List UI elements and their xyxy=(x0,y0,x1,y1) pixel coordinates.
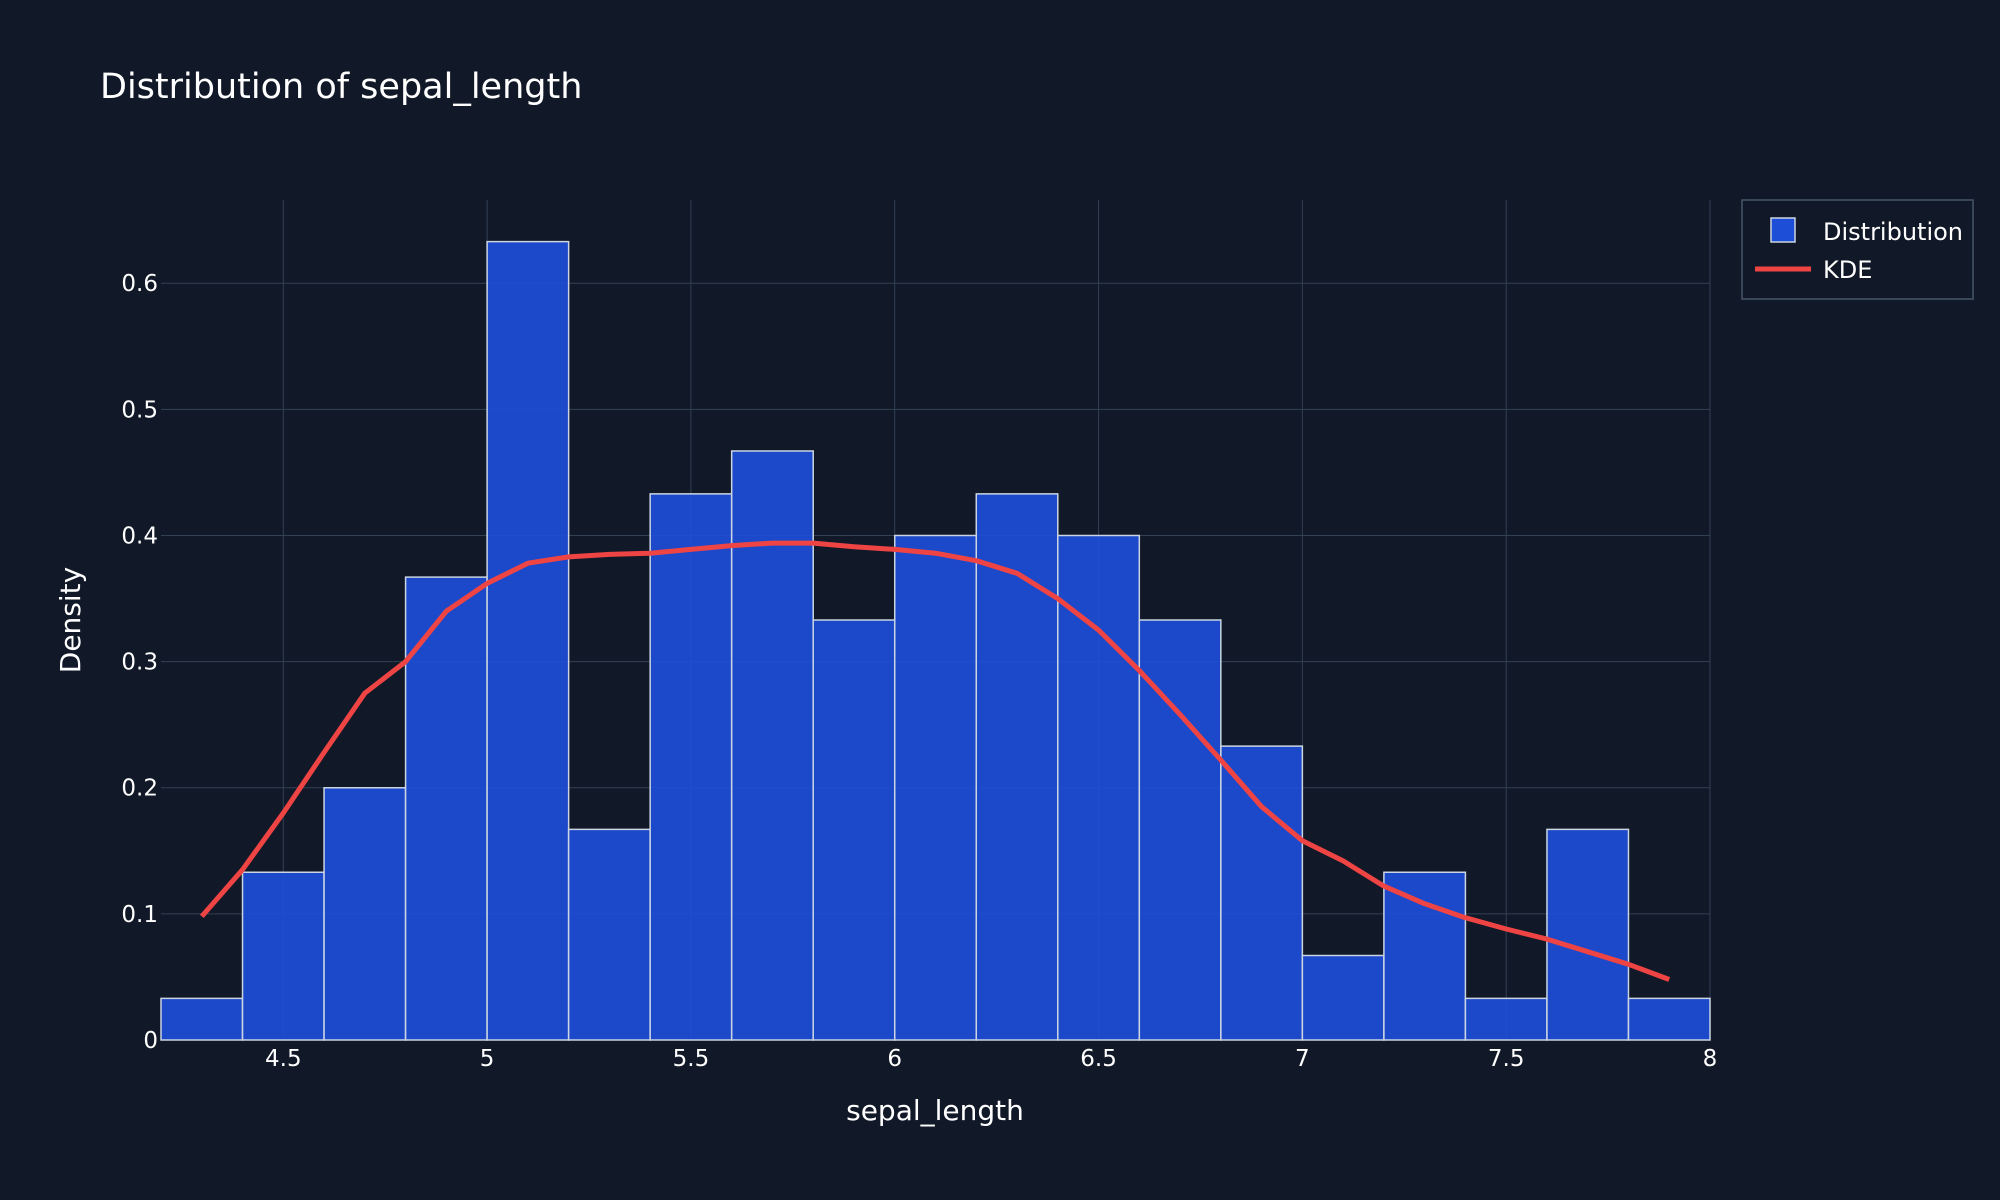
y-axis-title: Density xyxy=(54,567,87,673)
histogram-bar[interactable] xyxy=(649,493,733,1041)
x-tick-label: 7 xyxy=(1295,1046,1310,1072)
y-axis-ticks: 0 0.1 0.2 0.3 0.4 0.5 0.6 xyxy=(121,271,158,1054)
y-tick-label: 0.6 xyxy=(121,271,158,297)
x-axis-title: sepal_length xyxy=(846,1094,1024,1127)
x-tick-label: 6 xyxy=(887,1046,902,1072)
histogram-bar[interactable] xyxy=(1464,997,1548,1041)
histogram-bar[interactable] xyxy=(323,786,407,1041)
x-tick-label: 6.5 xyxy=(1080,1046,1117,1072)
kde-line[interactable] xyxy=(199,540,1671,982)
y-tick-label: 0.2 xyxy=(121,776,158,802)
histogram-bars xyxy=(160,240,1711,1041)
histogram-bar[interactable] xyxy=(730,450,814,1041)
histogram-bar[interactable] xyxy=(1138,619,1222,1041)
kde-layer xyxy=(199,540,1671,982)
legend-box xyxy=(1741,199,1974,300)
x-tick-label: 5 xyxy=(480,1046,495,1072)
y-tick-label: 0.1 xyxy=(121,902,158,928)
histogram-bar[interactable] xyxy=(1301,954,1385,1041)
histogram-bar[interactable] xyxy=(1383,871,1467,1041)
histogram-bar[interactable] xyxy=(812,619,896,1041)
y-tick-label: 0 xyxy=(143,1028,158,1054)
histogram-bar[interactable] xyxy=(160,997,244,1041)
legend-label-distribution[interactable]: Distribution xyxy=(1823,218,1963,246)
chart-title: Distribution of sepal_length xyxy=(100,67,582,107)
histogram-bar[interactable] xyxy=(1627,997,1711,1041)
histogram-bar[interactable] xyxy=(486,240,570,1041)
x-axis-ticks: 4.5 5 5.5 6 6.5 7 7.5 8 xyxy=(265,1046,1717,1072)
y-tick-label: 0.5 xyxy=(121,397,158,423)
x-tick-label: 4.5 xyxy=(265,1046,302,1072)
y-tick-label: 0.4 xyxy=(121,523,158,549)
histogram-bar[interactable] xyxy=(975,493,1059,1041)
histogram-bar[interactable] xyxy=(1220,745,1304,1041)
histogram-bar[interactable] xyxy=(567,828,651,1041)
histogram-bar[interactable] xyxy=(893,534,978,1041)
x-tick-label: 5.5 xyxy=(673,1046,710,1072)
x-tick-label: 8 xyxy=(1703,1046,1718,1072)
y-tick-label: 0.3 xyxy=(121,650,158,676)
histogram-bar[interactable] xyxy=(241,871,325,1041)
legend-label-kde[interactable]: KDE xyxy=(1823,256,1872,284)
legend[interactable]: Distribution KDE xyxy=(1741,199,1974,300)
x-tick-label: 7.5 xyxy=(1488,1046,1525,1072)
legend-bar-swatch xyxy=(1770,217,1796,243)
histogram-bar[interactable] xyxy=(1546,828,1630,1041)
